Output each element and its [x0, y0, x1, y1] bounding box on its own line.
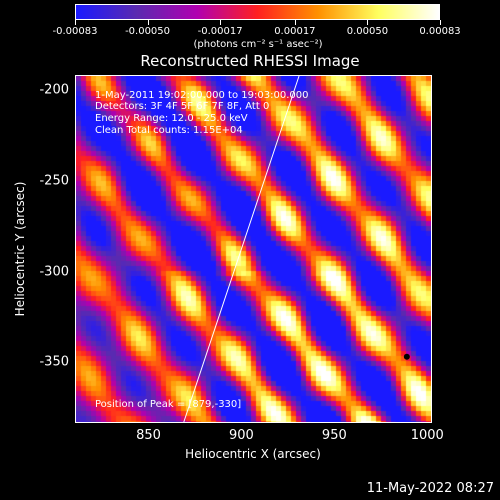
colorbar-tick-label: -0.00017 [197, 26, 243, 37]
colorbar-tick [294, 20, 296, 25]
y-tick-label: -250 [39, 173, 69, 189]
colorbar-tick [220, 20, 222, 25]
colorbar-tick-label: 0.00083 [419, 26, 461, 37]
heatmap-image [76, 76, 431, 422]
colorbar-tick [367, 20, 369, 25]
x-tick-label: 850 [136, 428, 161, 443]
detectors-label: Detectors: 3F 4F 5F 6F 7F 8F, Att 0 [95, 101, 270, 112]
colorbar-tick-label: -0.00050 [125, 26, 171, 37]
x-tick-label: 1000 [410, 428, 444, 443]
colorbar-tick-label: -0.00083 [52, 26, 98, 37]
secondary-peak-marker [403, 353, 410, 360]
colorbar-tick-label: 0.00050 [346, 26, 389, 37]
colorbar-tick [147, 20, 149, 25]
y-axis-label: Heliocentric Y (arcsec) [13, 181, 27, 317]
x-axis-label: Heliocentric X (arcsec) [185, 447, 321, 461]
solar-limb-line [183, 76, 300, 422]
clean-counts-label: Clean Total counts: 1.15E+04 [95, 125, 243, 136]
plot-overlay [183, 76, 410, 422]
x-tick-label: 900 [228, 428, 254, 443]
colorbar [75, 4, 440, 20]
colorbar-unit: (photons cm⁻² s⁻¹ asec⁻²) [193, 39, 323, 50]
y-tick-label: -300 [39, 264, 69, 280]
energy-range-label: Energy Range: 12.0 - 25.0 keV [95, 113, 248, 124]
time-range-label: 1-May-2011 19:02:00.000 to 19:03:00.000 [95, 90, 309, 101]
timestamp: 11-May-2022 08:27 [366, 481, 494, 496]
colorbar-tick [440, 20, 441, 25]
plot-area: 1-May-2011 19:02:00.000 to 19:03:00.000 … [75, 75, 432, 423]
colorbar-tick-label: 0.00017 [274, 26, 316, 37]
chart-title: Reconstructed RHESSI Image [140, 52, 360, 70]
x-tick-label: 950 [321, 428, 347, 443]
y-tick-label: -200 [39, 82, 69, 98]
peak-position-label: Position of Peak = [879,-330] [95, 399, 242, 410]
y-tick-label: -350 [39, 354, 69, 370]
colorbar-tick [75, 20, 76, 25]
